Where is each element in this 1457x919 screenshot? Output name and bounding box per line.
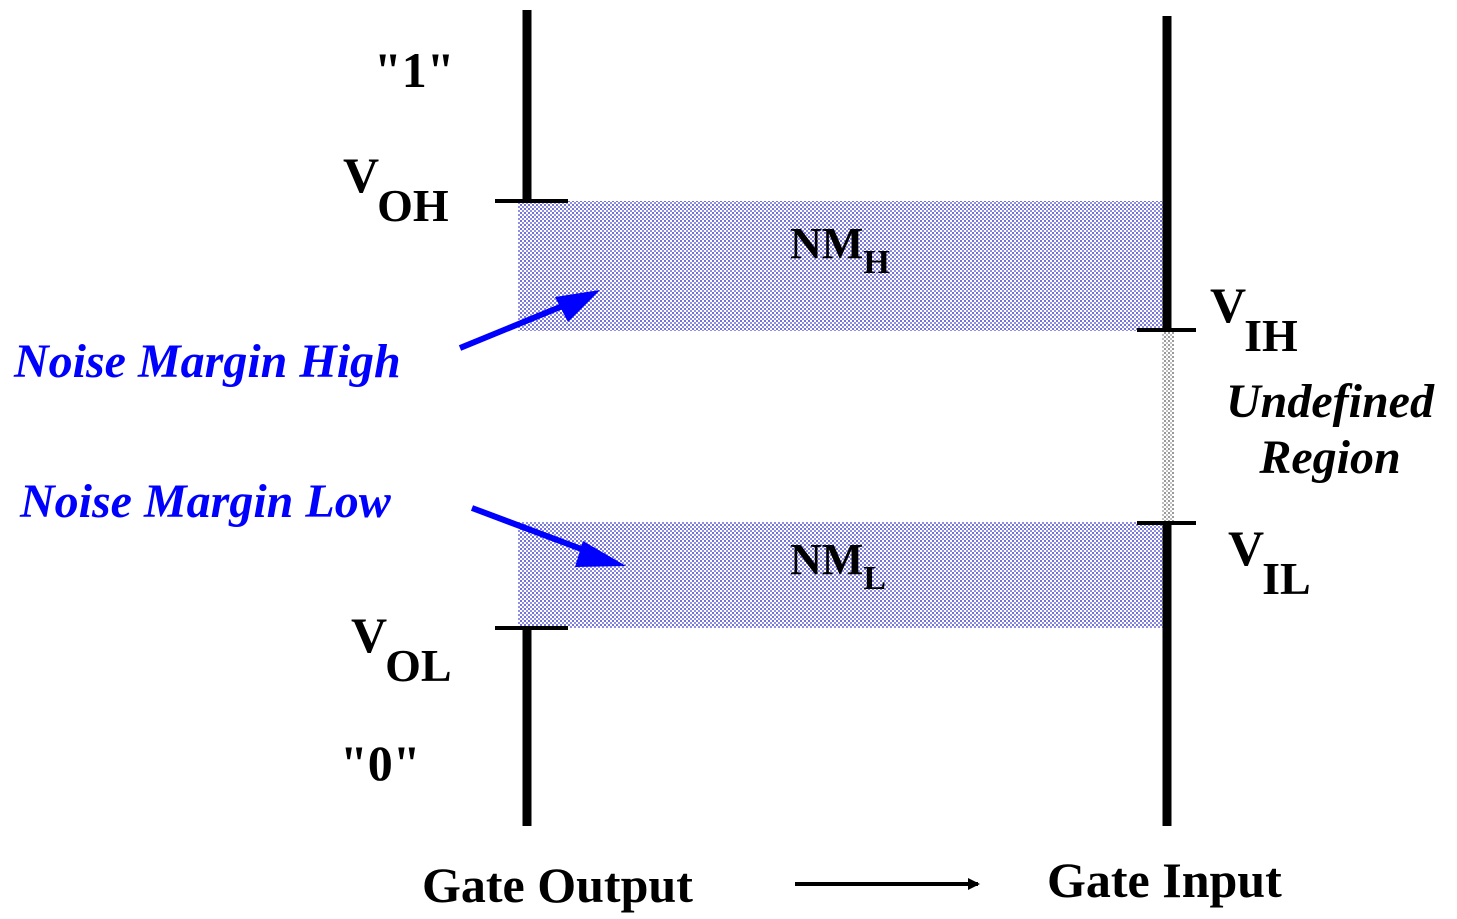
nm-low-label: NML xyxy=(790,535,886,598)
nm-low-arrow-head xyxy=(575,541,626,567)
undefined-line-2: Region xyxy=(1259,431,1401,484)
undefined-line-1: Undefined xyxy=(1226,375,1434,428)
logic-zero-label: "0" xyxy=(340,735,421,791)
nm-high-arrow-shaft xyxy=(458,302,567,351)
v-ol-label: VOL xyxy=(351,607,452,691)
noise-margin-high-label: Noise Margin High xyxy=(14,335,401,388)
v-ih-label: VIH xyxy=(1210,277,1298,361)
undefined-region xyxy=(1162,331,1174,522)
noise-margin-low-label: Noise Margin Low xyxy=(20,475,391,528)
v-il-label: VIL xyxy=(1228,520,1311,604)
nm-high-arrow-head xyxy=(555,290,600,322)
gate-input-label: Gate Input xyxy=(1047,852,1282,908)
undefined-region-label: Undefined Region xyxy=(1216,378,1444,482)
v-oh-label: VOH xyxy=(343,147,449,231)
nm-low-arrow-shaft xyxy=(470,505,594,556)
gate-output-label: Gate Output xyxy=(422,857,693,913)
logic-one-label: "1" xyxy=(374,42,455,98)
nm-high-band xyxy=(518,201,1163,331)
nm-high-label: NMH xyxy=(790,219,890,282)
nm-low-band xyxy=(518,522,1163,628)
